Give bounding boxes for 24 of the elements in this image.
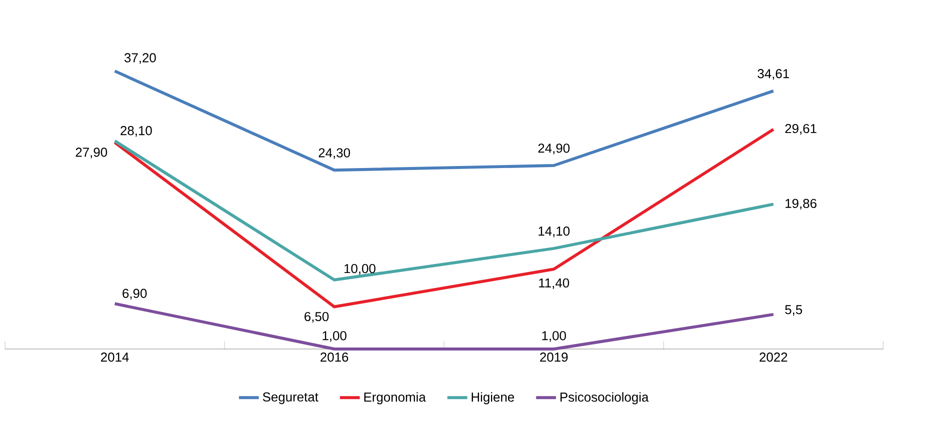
data-label: 10,00 [344,264,376,275]
data-label: 5,5 [785,305,802,316]
x-tick-label: 2016 [320,352,348,362]
data-label: 1,00 [322,331,346,342]
x-tick-label: 2019 [540,352,568,362]
data-label: 34,61 [758,69,789,80]
data-label: 24,30 [318,148,350,159]
data-label: 37,20 [124,53,156,64]
data-label: 6,50 [304,312,329,323]
data-label: 19,86 [786,198,816,210]
data-label: 14,10 [538,226,570,238]
data-label: 27,90 [76,148,108,158]
data-label: 6,90 [122,288,147,300]
x-tick-label: 2022 [760,352,788,362]
data-label: 29,61 [785,124,816,135]
data-label: 11,40 [539,278,570,290]
legend-label: Seguretat [262,392,318,404]
data-label: 28,10 [120,126,152,137]
legend-label: Psicosociologia [560,392,649,404]
x-tick-label: 2014 [101,352,129,362]
legend-label: Ergonomia [364,392,426,404]
data-label: 24,90 [538,144,570,154]
legend-label: Higiene [472,392,514,404]
data-label: 1,00 [542,331,566,342]
